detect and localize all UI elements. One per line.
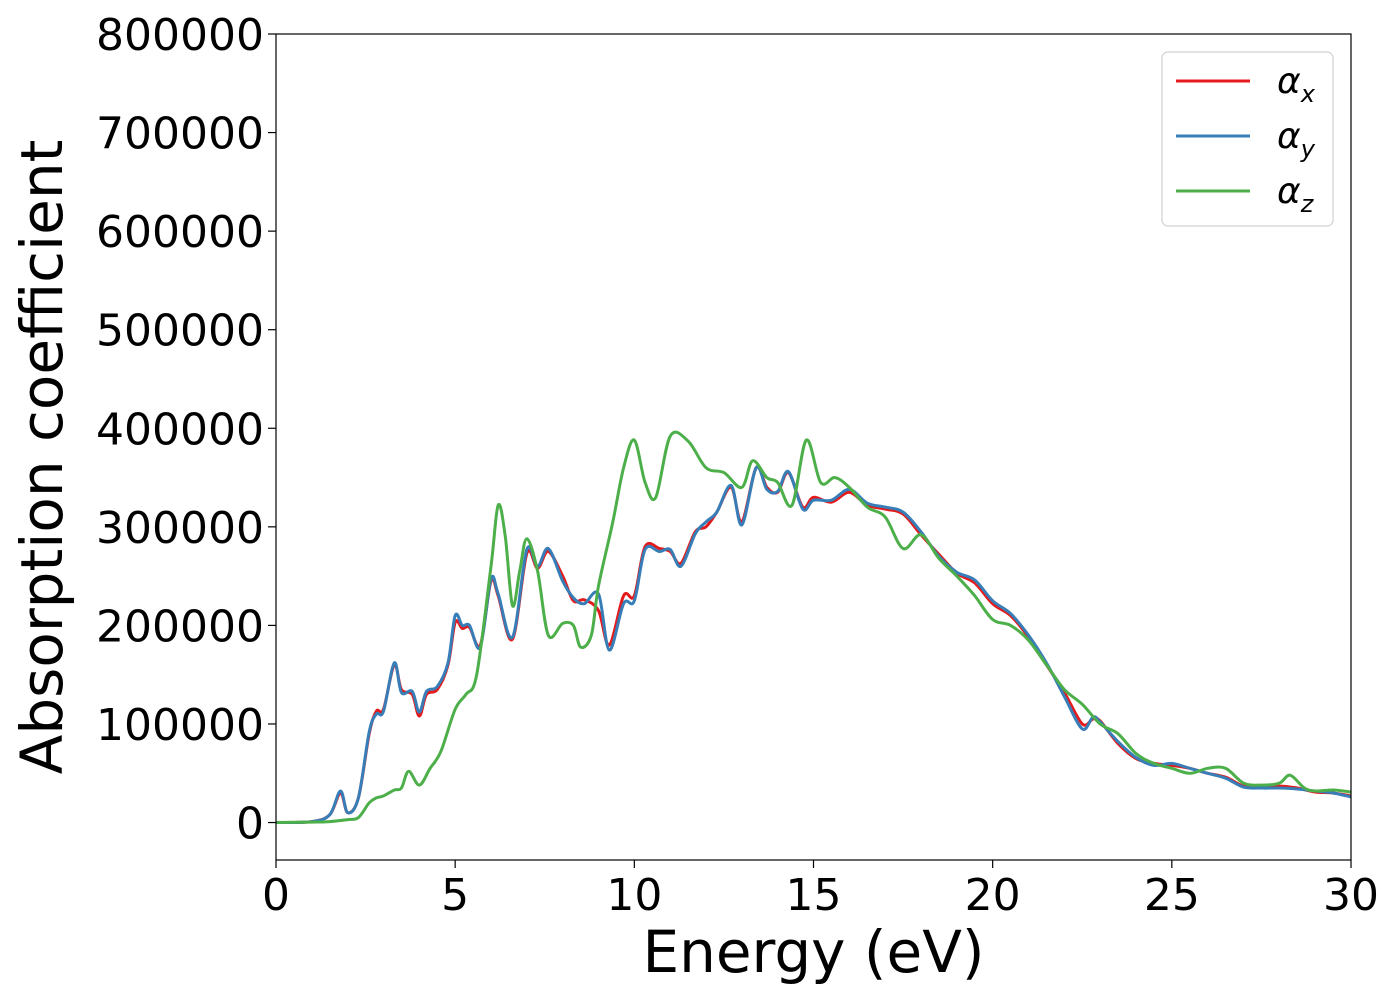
x-tick-label: 10 bbox=[606, 870, 662, 921]
y-tick-label: 400000 bbox=[96, 404, 264, 455]
x-tick-label: 0 bbox=[262, 870, 290, 921]
y-tick-label: 500000 bbox=[96, 306, 264, 357]
y-tick-label: 700000 bbox=[96, 109, 264, 160]
x-axis-label: Energy (eV) bbox=[642, 918, 984, 986]
series-layer bbox=[276, 430, 1351, 825]
legend: αx αy αz bbox=[1161, 51, 1334, 227]
x-tick-label: 5 bbox=[441, 870, 469, 921]
x-tick-label: 30 bbox=[1323, 870, 1379, 921]
legend-label-y: αy bbox=[1277, 116, 1316, 163]
x-axis: 0 5 10 15 20 25 30 bbox=[262, 860, 1379, 921]
series-line-z bbox=[276, 430, 1351, 824]
legend-label-x: αx bbox=[1277, 61, 1316, 108]
y-tick-label: 200000 bbox=[96, 601, 264, 652]
y-tick-label: 600000 bbox=[96, 207, 264, 258]
legend-label-z: αz bbox=[1277, 171, 1315, 218]
y-tick-label: 300000 bbox=[96, 503, 264, 554]
x-tick-label: 20 bbox=[965, 870, 1021, 921]
x-tick-label: 25 bbox=[1144, 870, 1200, 921]
y-axis-label: Absorption coefficient bbox=[8, 140, 76, 775]
y-axis: 0 100000 200000 300000 400000 500000 600000 700… bbox=[96, 10, 276, 850]
y-tick-label: 100000 bbox=[96, 700, 264, 751]
series-line-y bbox=[276, 465, 1351, 825]
y-tick-label: 0 bbox=[236, 799, 264, 850]
x-tick-label: 15 bbox=[786, 870, 842, 921]
y-tick-label: 800000 bbox=[96, 10, 264, 61]
legend-box bbox=[1161, 51, 1334, 227]
